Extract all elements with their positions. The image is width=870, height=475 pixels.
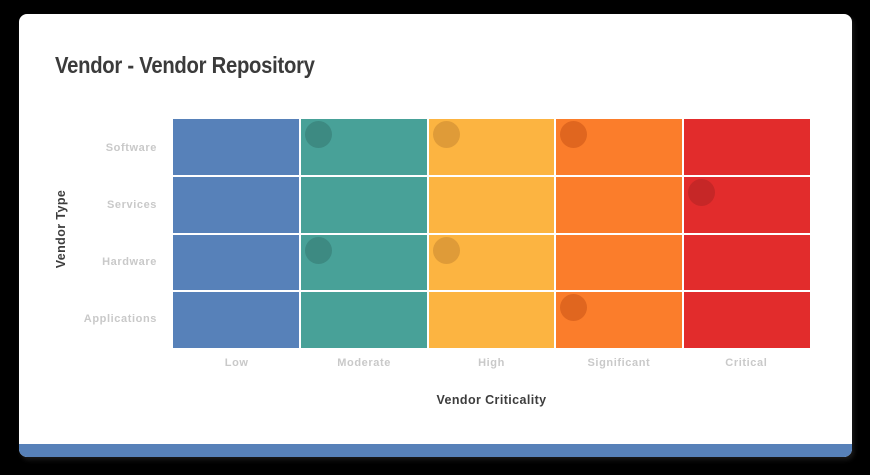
vendor-bubble-applications-significant[interactable]	[560, 294, 588, 322]
heatmap-cell-hardware-high[interactable]	[428, 234, 555, 291]
card-accent-bar	[19, 444, 852, 457]
vendor-bubble-software-significant[interactable]	[560, 121, 588, 148]
y-axis-labels: Software Services Hardware Applications	[19, 119, 157, 348]
heatmap-grid	[173, 119, 810, 348]
heatmap-cell-services-significant[interactable]	[556, 176, 683, 233]
heatmap-cell-software-high[interactable]	[428, 119, 555, 175]
heatmap-cell-applications-low[interactable]	[173, 292, 299, 348]
heatmap-cell-software-critical[interactable]	[684, 119, 810, 175]
y-tick-label-hardware: Hardware	[102, 256, 157, 269]
heatmap-cell-applications-critical[interactable]	[684, 292, 810, 348]
x-axis-labels: Low Moderate High Significant Critical	[173, 352, 810, 374]
heatmap-cell-hardware-critical[interactable]	[684, 234, 810, 291]
heatmap-cell-hardware-significant[interactable]	[556, 234, 683, 291]
heatmap-cell-services-moderate[interactable]	[300, 176, 427, 233]
x-axis-title: Vendor Criticality	[436, 393, 547, 407]
vendor-bubble-software-high[interactable]	[432, 121, 460, 148]
y-tick-label-software: Software	[105, 141, 157, 154]
heatmap-cell-hardware-moderate[interactable]	[300, 234, 427, 291]
y-tick-label-applications: Applications	[83, 313, 157, 326]
heatmap-cell-applications-significant[interactable]	[556, 292, 683, 348]
heatmap-cell-software-significant[interactable]	[556, 119, 683, 175]
heatmap-cell-applications-moderate[interactable]	[300, 292, 427, 348]
vendor-bubble-services-critical[interactable]	[688, 178, 716, 206]
heatmap-cell-software-moderate[interactable]	[300, 119, 427, 175]
vendor-bubble-hardware-high[interactable]	[432, 236, 460, 264]
heatmap-cell-software-low[interactable]	[173, 119, 299, 175]
heatmap-cell-hardware-low[interactable]	[173, 234, 299, 291]
chart-card: Vendor - Vendor Repository Vendor Type S…	[19, 14, 852, 457]
y-tick-label-services: Services	[106, 198, 157, 211]
x-tick-label-high: High	[478, 357, 505, 369]
x-tick-label-significant: Significant	[587, 357, 651, 369]
heatmap-cell-services-low[interactable]	[173, 176, 299, 233]
vendor-bubble-software-moderate[interactable]	[304, 121, 332, 148]
heatmap-cell-services-high[interactable]	[428, 176, 555, 233]
heatmap-cell-applications-high[interactable]	[428, 292, 555, 348]
x-tick-label-critical: Critical	[725, 357, 768, 369]
x-tick-label-low: Low	[224, 357, 249, 369]
chart-title: Vendor - Vendor Repository	[55, 52, 315, 78]
vendor-bubble-hardware-moderate[interactable]	[304, 236, 332, 264]
x-tick-label-moderate: Moderate	[337, 357, 391, 369]
heatmap-cell-services-critical[interactable]	[684, 176, 810, 233]
